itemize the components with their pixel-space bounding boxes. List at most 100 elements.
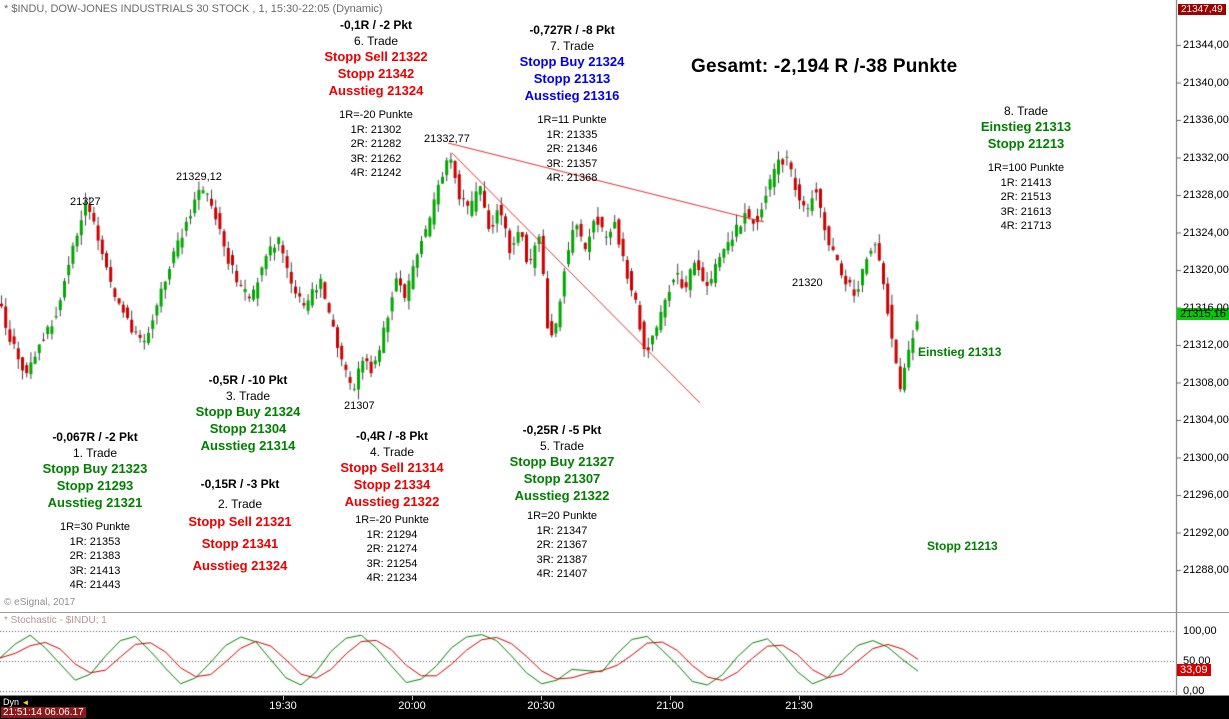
trade-1-annotation: -0,067R / -2 Pkt 1. Trade Stopp Buy 2132…: [15, 430, 175, 593]
trade-stop: Stopp 21213: [987, 136, 1065, 151]
risk-line: 1R=11 Punkte: [537, 114, 607, 126]
trade-stop: Stopp 21313: [533, 71, 611, 86]
time-tick: [541, 696, 542, 700]
stochastic-axis-label: 100,00: [1183, 625, 1217, 637]
day-high-price-badge: 21347,49: [1178, 4, 1226, 15]
price-axis-label: 21320,00: [1183, 264, 1229, 276]
trade-exit: Ausstieg 21316: [524, 88, 620, 103]
risk-line: 3R: 21262: [350, 152, 402, 165]
trade-result: -0,4R / -8 Pkt: [355, 429, 429, 443]
trade-7-annotation: -0,727R / -8 Pkt 7. Trade Stopp Buy 2132…: [492, 23, 652, 186]
time-axis-label: 21:00: [656, 700, 684, 712]
trade-risk-table: 1R=-20 Punkte 1R: 21302 2R: 21282 3R: 21…: [296, 108, 456, 181]
trade-name: 3. Trade: [225, 389, 271, 403]
risk-line: 1R: 21294: [366, 528, 418, 541]
trade-2-annotation: -0,15R / -3 Pkt 2. Trade Stopp Sell 2132…: [160, 477, 320, 577]
chart-title: * $INDU, DOW-JONES INDUSTRIALS 30 STOCK …: [4, 3, 383, 15]
clock-timestamp: 21:51:14 06.06.17: [1, 707, 86, 718]
trade-stop: Stopp 21341: [201, 536, 279, 551]
price-axis-label: 21292,00: [1183, 526, 1229, 539]
trade-result: -0,5R / -10 Pkt: [208, 373, 288, 387]
trade-exit: Ausstieg 21322: [514, 488, 610, 503]
risk-line: 2R: 21383: [69, 550, 121, 562]
pane-divider[interactable]: [0, 612, 1229, 613]
risk-line: 2R: 21274: [366, 543, 418, 555]
risk-line: 2R: 21282: [350, 138, 402, 150]
trade-entry: Stopp Sell 21321: [188, 514, 292, 529]
trade-stop: Stopp 21293: [56, 478, 134, 493]
trade-8-annotation: 8. Trade Einstieg 21313 Stopp 21213 1R=1…: [946, 102, 1106, 234]
stochastic-axis-label: 50,00: [1183, 655, 1211, 667]
swing-high-label: 21329,12: [176, 171, 222, 183]
risk-line: 1R=30 Punkte: [59, 521, 131, 533]
trade-entry: Stopp Buy 21327: [509, 454, 615, 469]
risk-line: 1R: 21335: [546, 128, 598, 141]
price-axis-label: 21288,00: [1183, 564, 1229, 576]
risk-line: 1R=-20 Punkte: [339, 109, 413, 121]
stochastic-value-badge: 33,09: [1177, 664, 1211, 676]
trade-3-annotation: -0,5R / -10 Pkt 3. Trade Stopp Buy 21324…: [168, 373, 328, 454]
time-axis-label: 21:30: [785, 700, 813, 712]
risk-line: 2R: 21513: [1000, 191, 1052, 203]
trade-exit: Ausstieg 21314: [200, 438, 296, 453]
risk-line: 4R: 21368: [546, 172, 598, 184]
total-result-label: Gesamt: -2,194 R /-38 Punkte: [691, 56, 958, 77]
risk-line: 3R: 21387: [536, 553, 588, 566]
dynamic-mode-label: Dyn ◄: [3, 697, 30, 707]
trade-risk-table: 1R=30 Punkte 1R: 21353 2R: 21383 3R: 214…: [15, 520, 175, 593]
time-axis-label: 20:00: [398, 700, 426, 712]
risk-line: 4R: 21713: [1000, 220, 1052, 232]
trade-name: 4. Trade: [369, 445, 415, 459]
stop-marker-label: Stopp 21213: [927, 539, 998, 553]
risk-line: 4R: 21443: [69, 579, 121, 591]
stochastic-axis-label: 0,00: [1183, 685, 1205, 697]
entry-marker-label: Einstieg 21313: [918, 345, 1002, 359]
risk-line: 1R=20 Punkte: [526, 510, 598, 522]
trade-entry: Einstieg 21313: [980, 119, 1072, 134]
trade-exit: Ausstieg 21321: [47, 495, 143, 510]
swing-high-label: 21327: [70, 196, 101, 208]
risk-line: 1R=100 Punkte: [987, 162, 1065, 174]
trade-result: -0,25R / -5 Pkt: [522, 423, 602, 437]
trade-name: 1. Trade: [72, 446, 118, 460]
trade-name: 8. Trade: [1003, 104, 1049, 118]
risk-line: 4R: 21407: [536, 568, 588, 580]
risk-line: 2R: 21346: [546, 143, 598, 155]
trade-result: -0,067R / -2 Pkt: [52, 430, 138, 444]
trade-stop: Stopp 21307: [523, 471, 601, 486]
time-axis-label: 19:30: [269, 700, 297, 712]
trade-name: 5. Trade: [539, 439, 585, 453]
risk-line: 1R: 21353: [69, 535, 121, 548]
trade-6-annotation: -0,1R / -2 Pkt 6. Trade Stopp Sell 21322…: [296, 18, 456, 181]
price-axis-label: 21308,00: [1183, 376, 1229, 389]
last-price-badge: 21315,16: [1177, 308, 1229, 320]
trade-name: 2. Trade: [217, 497, 263, 511]
price-axis-label: 21312,00: [1183, 339, 1229, 351]
risk-line: 1R=-20 Punkte: [355, 514, 429, 526]
risk-line: 4R: 21234: [366, 572, 418, 584]
risk-line: 3R: 21613: [1000, 205, 1052, 218]
price-axis-label: 21324,00: [1183, 226, 1229, 239]
trade-result: -0,1R / -2 Pkt: [339, 18, 413, 32]
trade-exit: Ausstieg 21324: [328, 83, 424, 98]
trade-entry: Stopp Buy 21324: [519, 54, 625, 69]
trade-entry: Stopp Buy 21324: [195, 404, 301, 419]
price-axis-label: 21332,00: [1183, 151, 1229, 164]
price-axis-label: 21296,00: [1183, 489, 1229, 501]
trade-entry: Stopp Buy 21323: [42, 461, 148, 476]
time-tick: [412, 696, 413, 700]
swing-high-label: 21332,77: [424, 133, 470, 145]
risk-line: 1R: 21413: [1000, 176, 1052, 189]
price-axis-label: 21316,00: [1183, 301, 1229, 314]
trade-exit: Ausstieg 21322: [344, 494, 440, 509]
price-axis-label: 21344,00: [1183, 39, 1229, 51]
time-tick: [283, 696, 284, 700]
trade-stop: Stopp 21342: [337, 66, 415, 81]
trade-stop: Stopp 21304: [209, 421, 287, 436]
trade-risk-table: 1R=100 Punkte 1R: 21413 2R: 21513 3R: 21…: [946, 161, 1106, 234]
trade-result: -0,727R / -8 Pkt: [529, 23, 615, 37]
time-axis[interactable]: Dyn ◄ 21:51:14 06.06.17 19:30 20:00 20:30 2…: [0, 695, 1229, 719]
trade-entry: Stopp Sell 21314: [340, 460, 444, 475]
